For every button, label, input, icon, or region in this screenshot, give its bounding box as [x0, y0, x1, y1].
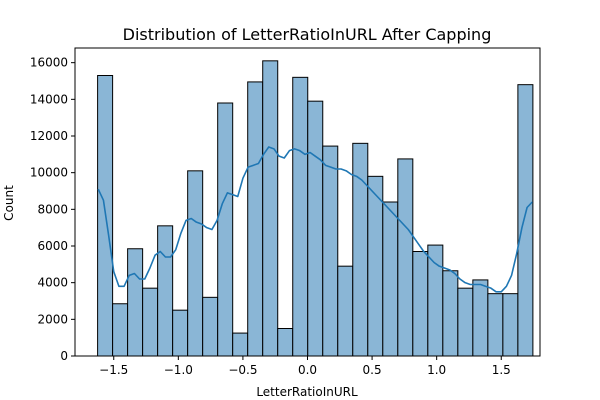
histogram-bar: [292, 76, 309, 357]
histogram-bar: [232, 332, 249, 357]
x-tick-label: −0.5: [228, 363, 257, 377]
x-tick-label: 1.0: [427, 363, 446, 377]
chart-title: Distribution of LetterRatioInURL After C…: [123, 25, 492, 44]
histogram-bar: [487, 293, 504, 357]
x-axis-label: LetterRatioInURL: [256, 385, 358, 399]
x-tick-label: −1.0: [164, 363, 193, 377]
y-tick-label: 8000: [37, 202, 68, 216]
histogram-bar: [427, 244, 444, 357]
kde-line: [97, 146, 533, 293]
histogram-bar: [202, 296, 219, 357]
histogram-bar: [472, 279, 489, 357]
histogram-bar: [457, 287, 474, 357]
histogram-bar: [337, 265, 354, 357]
histogram-bar: [397, 158, 414, 357]
histogram-bar: [262, 60, 279, 357]
y-axis-label: Count: [2, 185, 16, 221]
y-tick-label: 0: [60, 349, 68, 363]
histogram-bar: [277, 328, 294, 357]
y-tick-label: 12000: [30, 129, 68, 143]
x-tick-label: 1.5: [492, 363, 511, 377]
y-tick-label: 6000: [37, 239, 68, 253]
histogram-bar: [157, 225, 174, 357]
histogram-bar: [172, 309, 189, 357]
kde-layer: [97, 146, 533, 293]
x-tick-label: 0.0: [298, 363, 317, 377]
histogram-bar: [127, 248, 144, 357]
x-tick-label: −1.5: [99, 363, 128, 377]
histogram-bar: [187, 170, 204, 357]
y-tick-label: 10000: [30, 166, 68, 180]
histogram-bar: [517, 84, 534, 357]
bars-layer: [97, 60, 534, 357]
histogram-bar: [382, 201, 399, 357]
histogram-bar: [322, 145, 339, 357]
histogram-bar: [502, 293, 519, 357]
histogram-bar: [247, 81, 264, 357]
histogram-bar: [442, 270, 459, 357]
y-tick-label: 2000: [37, 312, 68, 326]
histogram-bar: [412, 251, 429, 357]
y-tick-label: 4000: [37, 276, 68, 290]
histogram-bar: [112, 303, 129, 357]
histogram-bar: [307, 100, 324, 357]
ticks-layer: −1.5 −1.0 −0.5 0.0 0.5 1.0 1.5 0 2000 4000 6000 800…: [30, 56, 511, 377]
histogram-bar: [142, 287, 159, 357]
histogram-bar: [217, 102, 234, 357]
y-tick-label: 14000: [30, 92, 68, 106]
y-tick-label: 16000: [30, 56, 68, 70]
histogram-bar: [367, 175, 384, 357]
x-tick-label: 0.5: [363, 363, 382, 377]
